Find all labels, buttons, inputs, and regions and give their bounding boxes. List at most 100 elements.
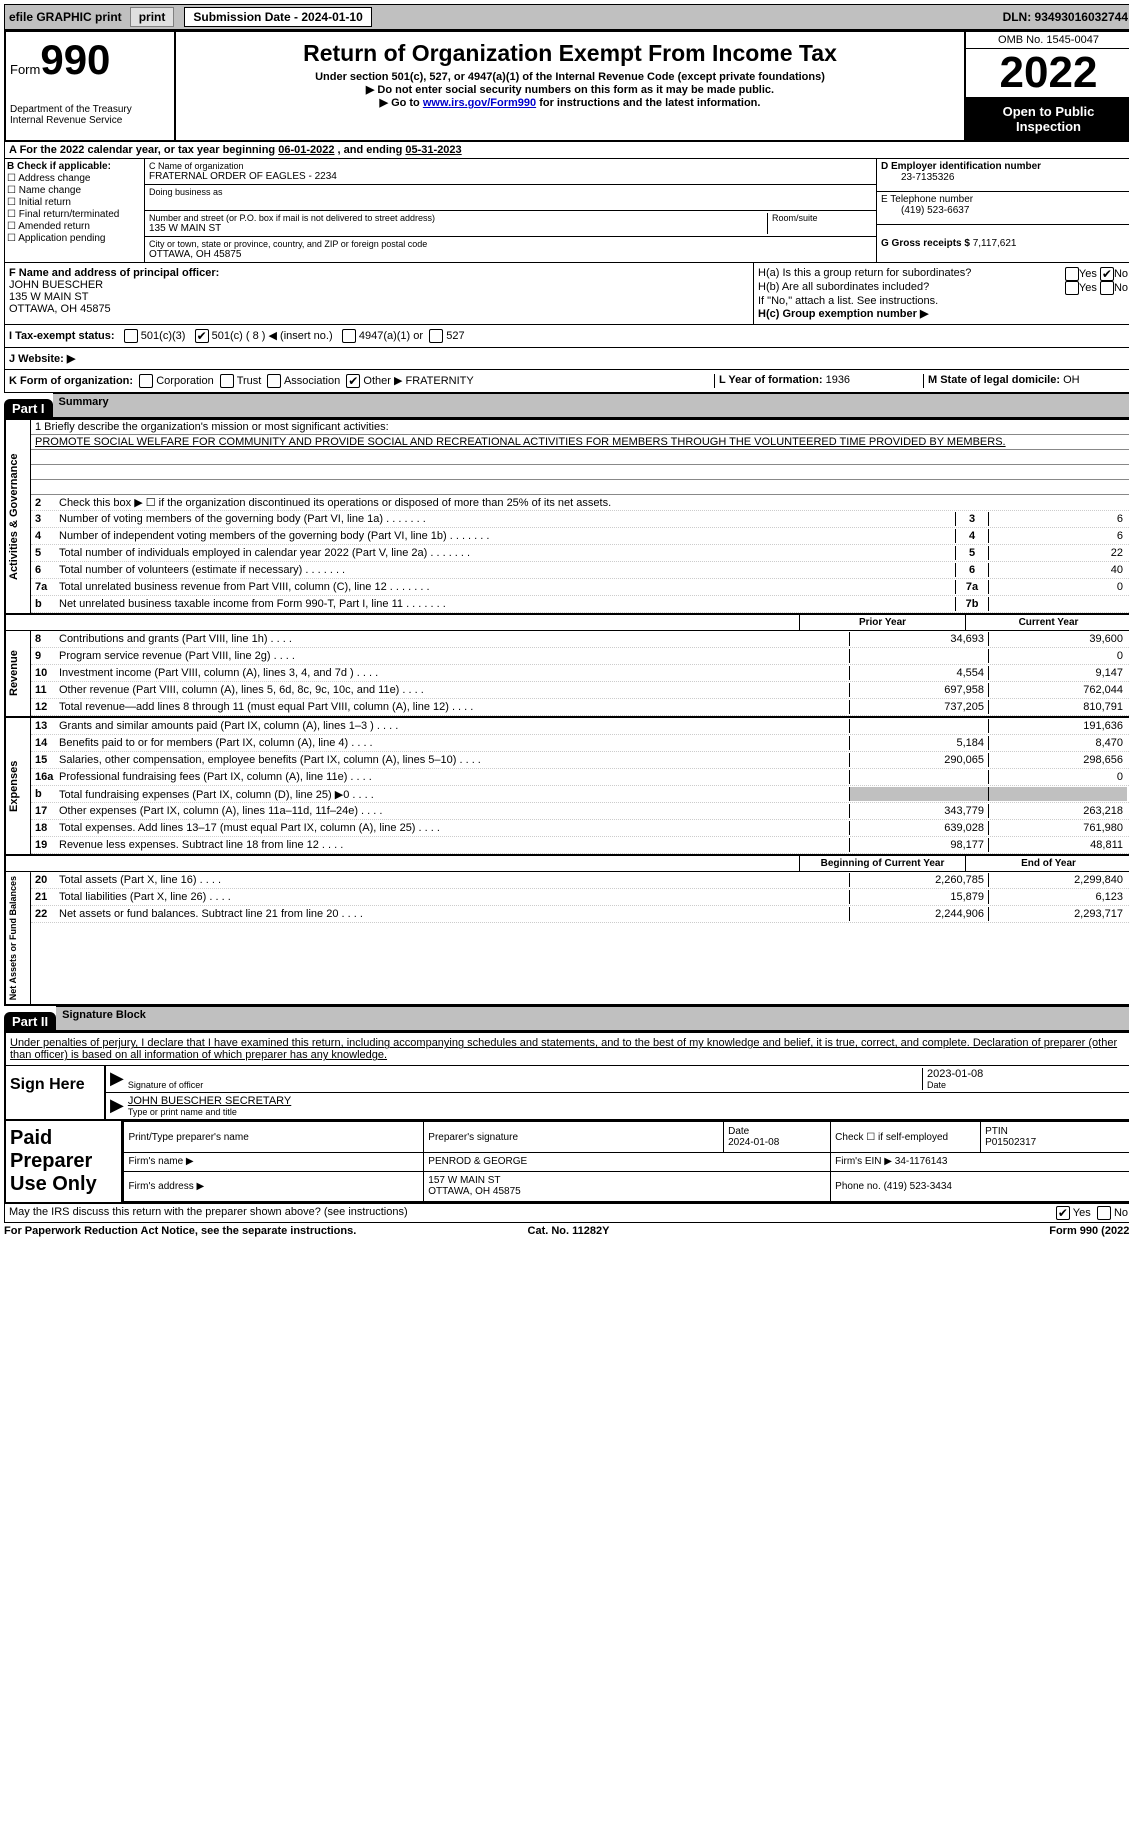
officer-addr2: OTTAWA, OH 45875 (9, 303, 111, 315)
foot-mid: Cat. No. 11282Y (380, 1225, 756, 1237)
ha-yes[interactable] (1065, 267, 1079, 281)
k-trust[interactable] (220, 374, 234, 388)
summary-line: bTotal fundraising expenses (Part IX, co… (31, 786, 1129, 803)
prep-r1d: Check ☐ if self-employed (831, 1122, 981, 1153)
cb-name-change[interactable]: ☐ Name change (7, 185, 142, 196)
cb-app-pending[interactable]: ☐ Application pending (7, 233, 142, 244)
k-lbl: K Form of organization: (9, 375, 133, 387)
gross-lbl: G Gross receipts $ (881, 238, 970, 249)
subtitle-2: ▶ Do not enter social security numbers o… (180, 83, 960, 96)
summary-line: 14Benefits paid to or for members (Part … (31, 735, 1129, 752)
a-pre: A For the 2022 calendar year, or tax yea… (9, 144, 278, 156)
hb-yes[interactable] (1065, 281, 1079, 295)
a-begin: 06-01-2022 (278, 144, 334, 156)
irs-link[interactable]: www.irs.gov/Form990 (423, 97, 536, 109)
arrow-icon: ▶ (110, 1095, 124, 1117)
submission-date: Submission Date - 2024-01-10 (184, 7, 371, 27)
i-501c[interactable] (195, 329, 209, 343)
form-number: 990 (40, 36, 110, 83)
col-c-org: C Name of organization FRATERNAL ORDER O… (145, 159, 876, 262)
discuss-no[interactable] (1097, 1206, 1111, 1220)
k-other-val: FRATERNITY (405, 375, 473, 387)
form-title: Return of Organization Exempt From Incom… (180, 40, 960, 67)
prep-r2c: Firm's EIN ▶ (835, 1156, 892, 1167)
print-button[interactable]: print (130, 7, 175, 27)
sig-name-lbl: Type or print name and title (128, 1107, 1127, 1117)
c-room-lbl: Room/suite (772, 213, 872, 223)
part1-title: Summary (53, 393, 1129, 418)
form-header: Form990 Department of the Treasury Inter… (4, 30, 1129, 142)
prep-r3d: (419) 523-3434 (884, 1181, 952, 1192)
k-o0: Corporation (156, 375, 213, 387)
subtitle-3a: ▶ Go to (380, 97, 423, 109)
k-other[interactable] (346, 374, 360, 388)
prep-r1c: Date 2024-01-08 (724, 1122, 831, 1153)
summary-line: 15Salaries, other compensation, employee… (31, 752, 1129, 769)
l-lbl: L Year of formation: (719, 374, 823, 386)
i-4947[interactable] (342, 329, 356, 343)
i-527[interactable] (429, 329, 443, 343)
k-o1: Trust (237, 375, 262, 387)
header-mid: Return of Organization Exempt From Incom… (176, 32, 964, 140)
header-left: Form990 Department of the Treasury Inter… (6, 32, 176, 140)
sig-date-lbl: Date (927, 1080, 1127, 1090)
summary-line: 4Number of independent voting members of… (31, 528, 1129, 545)
d-ein-lbl: D Employer identification number (881, 161, 1041, 172)
h-a: H(a) Is this a group return for subordin… (758, 267, 971, 281)
prep-r2d: 34-1176143 (895, 1156, 948, 1167)
arrow-icon: ▶ (110, 1068, 124, 1090)
cb-amended[interactable]: ☐ Amended return (7, 221, 142, 232)
row-i-status: I Tax-exempt status: 501(c)(3) 501(c) ( … (4, 324, 1129, 347)
vlabel-net: Net Assets or Fund Balances (6, 872, 31, 1004)
vlabel-rev: Revenue (6, 631, 31, 716)
ha-no[interactable] (1100, 267, 1114, 281)
i-501c3[interactable] (124, 329, 138, 343)
hb-no[interactable] (1100, 281, 1114, 295)
summary-line: 22Net assets or fund balances. Subtract … (31, 906, 1129, 923)
officer-name: JOHN BUESCHER (9, 279, 103, 291)
k-corp[interactable] (139, 374, 153, 388)
cb-address-change[interactable]: ☐ Address change (7, 173, 142, 184)
part2-header: Part II Signature Block (4, 1006, 1129, 1031)
foot-right: Form 990 (2022) (757, 1225, 1129, 1237)
summary-line: 6Total number of volunteers (estimate if… (31, 562, 1129, 579)
row-j-website: J Website: ▶ (4, 347, 1129, 369)
summary-line: 3Number of voting members of the governi… (31, 511, 1129, 528)
prep-lbl: Paid Preparer Use Only (6, 1121, 123, 1202)
summary-line: 5Total number of individuals employed in… (31, 545, 1129, 562)
summary-line: 12Total revenue—add lines 8 through 11 (… (31, 699, 1129, 716)
omb-number: OMB No. 1545-0047 (966, 32, 1129, 49)
row-a-tax-year: A For the 2022 calendar year, or tax yea… (4, 142, 1129, 159)
section-bcd: B Check if applicable: ☐ Address change … (4, 159, 1129, 262)
cb-initial-return[interactable]: ☐ Initial return (7, 197, 142, 208)
row-fh: F Name and address of principal officer:… (4, 262, 1129, 324)
mission-text: PROMOTE SOCIAL WELFARE FOR COMMUNITY AND… (31, 435, 1129, 450)
a-end: 05-31-2023 (405, 144, 461, 156)
vlabel-gov: Activities & Governance (6, 420, 31, 613)
f-lbl: F Name and address of principal officer: (9, 267, 219, 279)
col-h-group: H(a) Is this a group return for subordin… (754, 263, 1129, 324)
col-b-checkboxes: B Check if applicable: ☐ Address change … (5, 159, 145, 262)
top-bar: efile GRAPHIC print print Submission Dat… (4, 4, 1129, 30)
yes-lbl: Yes (1079, 282, 1097, 294)
discuss-yes[interactable] (1056, 1206, 1070, 1220)
k-assoc[interactable] (267, 374, 281, 388)
form-word: Form (10, 62, 40, 77)
c-addr-lbl: Number and street (or P.O. box if mail i… (149, 213, 767, 223)
part2-num: Part II (4, 1012, 56, 1031)
k-o3: Other ▶ (363, 375, 402, 387)
summary-line: 16aProfessional fundraising fees (Part I… (31, 769, 1129, 786)
summary-line: 13Grants and similar amounts paid (Part … (31, 718, 1129, 735)
summary-line: bNet unrelated business taxable income f… (31, 596, 1129, 613)
sect-revenue: Revenue 8Contributions and grants (Part … (6, 631, 1129, 718)
cb-final-return[interactable]: ☐ Final return/terminated (7, 209, 142, 220)
summary-line: 18Total expenses. Add lines 13–17 (must … (31, 820, 1129, 837)
hdr-end: End of Year (965, 856, 1129, 871)
i-o2a: 501(c) ( (212, 330, 253, 342)
cb-label: Amended return (18, 221, 90, 232)
cb-label: Final return/terminated (19, 209, 120, 220)
sig-date-v: 2023-01-08 (927, 1068, 1127, 1080)
cb-label: Initial return (19, 197, 71, 208)
summary-line: 19Revenue less expenses. Subtract line 1… (31, 837, 1129, 854)
hdr-curr: Current Year (965, 615, 1129, 630)
